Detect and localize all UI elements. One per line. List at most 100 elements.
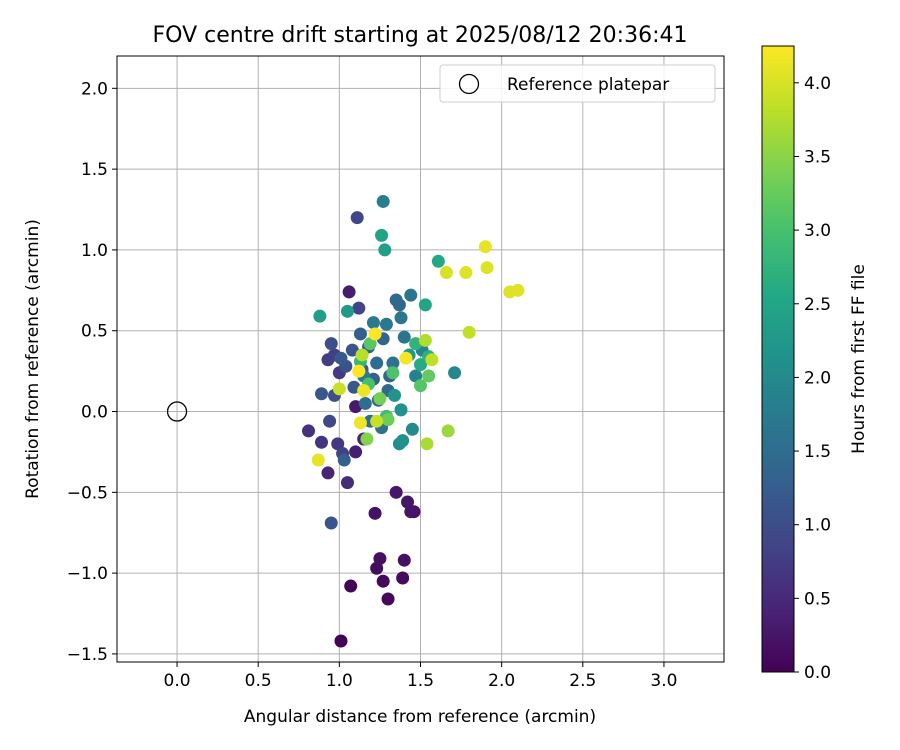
data-point [441,424,455,438]
data-point [358,396,372,410]
data-point [314,387,328,401]
data-point [404,288,418,302]
data-point [389,485,403,499]
colorbar-tick-label: 0.0 [804,663,831,683]
data-point [373,392,387,406]
data-point [386,356,400,370]
colorbar-tick-label: 0.5 [804,589,831,609]
data-point [331,437,345,451]
y-tick-label: 0.5 [81,322,108,342]
y-tick-label: 2.0 [81,79,108,99]
data-point [355,348,369,362]
colorbar-tick-label: 1.5 [804,442,831,462]
data-point [324,337,338,351]
data-point [337,453,351,467]
data-point [405,422,419,436]
data-point [379,317,393,331]
data-point [373,552,387,566]
data-point [381,592,395,606]
x-tick-label: 1.0 [326,671,353,691]
data-point [381,413,395,427]
x-tick-label: 2.0 [488,671,515,691]
data-point [342,285,356,299]
colorbar-gradient [761,45,795,673]
data-point [345,343,359,357]
data-point [396,434,410,448]
colorbar-tick-label: 4.0 [804,74,831,94]
colorbar: 0.0 0.5 1.0 1.5 2.0 2.5 3.0 3.5 4.0 Hours from f… [761,45,869,683]
y-tick-label: −1.5 [67,645,108,665]
x-axis: 0.0 0.5 1.0 1.5 2.0 2.5 3.0 [164,662,677,691]
data-point [409,369,423,383]
data-point [396,571,410,585]
data-point [334,351,348,365]
data-point [462,325,476,339]
data-point [418,298,432,312]
data-point [366,316,380,330]
data-point [352,364,366,378]
colorbar-label: Hours from first FF file [849,264,869,454]
x-tick-label: 1.5 [407,671,434,691]
data-point [459,266,473,280]
data-point [352,301,366,315]
grid [117,56,724,662]
legend-box [439,64,716,103]
data-point [323,414,337,428]
data-point [302,424,316,438]
data-point [422,369,436,383]
data-point [448,366,462,380]
legend-label: Reference platepar [507,75,669,95]
data-point [388,388,402,402]
data-point [311,453,325,467]
data-point [439,266,453,280]
data-point [418,333,432,347]
data-point [414,379,427,393]
data-point [375,228,389,242]
colorbar-ticks: 0.0 0.5 1.0 1.5 2.0 2.5 3.0 3.5 4.0 [794,74,831,683]
y-axis: −1.5 −1.0 −0.5 0.0 0.5 1.0 1.5 2.0 [67,79,117,665]
chart-title: FOV centre drift starting at 2025/08/12 … [153,23,688,48]
data-point [350,211,364,225]
data-point [399,351,413,365]
data-point [414,358,427,372]
data-point [368,327,382,341]
data-point [368,506,382,520]
data-point [340,304,354,318]
data-point [376,194,390,208]
data-point [478,240,492,254]
data-point [353,416,367,430]
data-point [511,283,525,297]
data-point [344,579,358,593]
colorbar-tick-label: 1.0 [804,516,831,536]
data-point [370,356,384,370]
data-point [332,382,346,396]
reference-marker-group [166,401,188,422]
legend: Reference platepar [439,64,716,103]
data-point [349,445,363,459]
data-point [397,330,411,344]
data-point [334,634,348,648]
data-point [394,311,408,325]
data-point [321,466,335,480]
data-points [302,194,525,648]
colorbar-tick-label: 2.5 [804,295,831,315]
data-point [363,337,377,351]
data-point [353,327,367,341]
data-point [392,298,406,312]
data-point [420,437,434,451]
y-tick-label: 1.0 [81,241,108,261]
y-tick-label: 1.5 [81,160,108,180]
data-point [370,414,384,428]
data-point [397,553,411,567]
y-tick-label: −0.5 [67,483,108,503]
legend-marker-icon [458,73,480,95]
y-tick-label: −1.0 [67,564,108,584]
data-point [401,495,415,509]
colorbar-tick-label: 3.0 [804,221,831,241]
data-point [378,243,392,257]
x-tick-label: 3.0 [650,671,677,691]
data-point [394,403,408,417]
reference-marker [166,401,188,422]
x-tick-label: 0.0 [164,671,191,691]
